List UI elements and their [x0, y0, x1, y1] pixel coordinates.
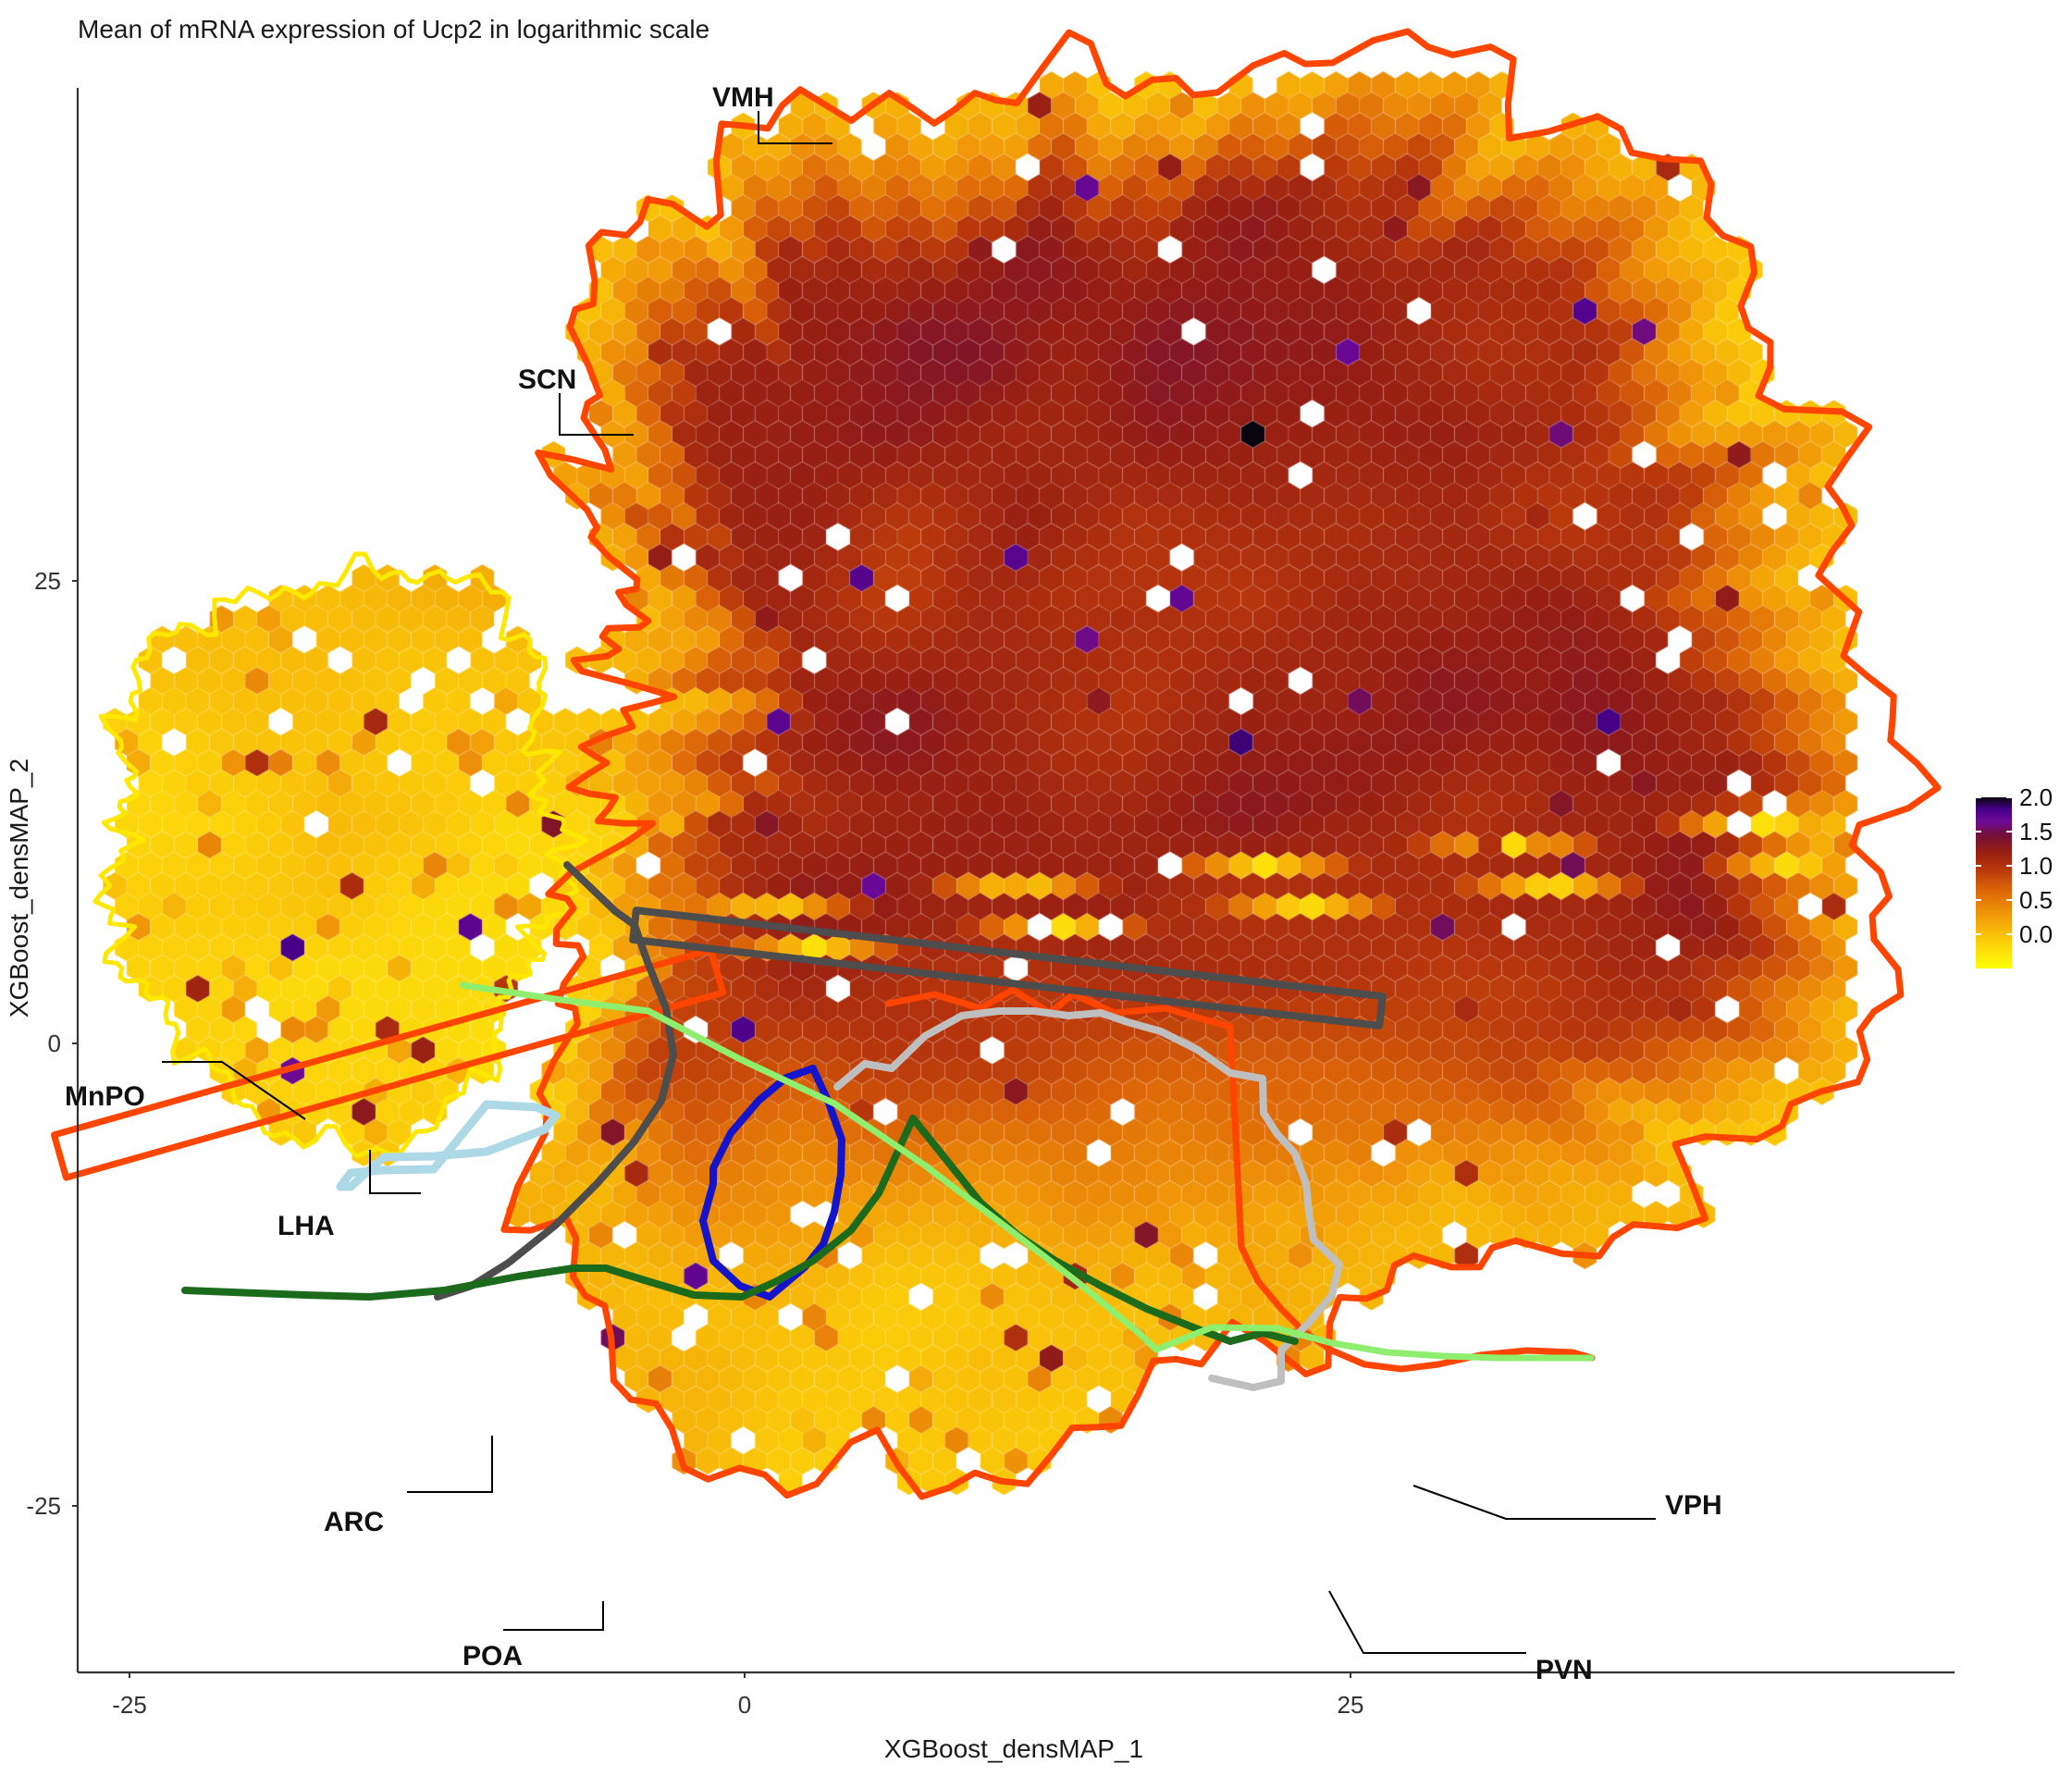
svg-text:VPH: VPH: [1665, 1490, 1722, 1521]
svg-text:1.0: 1.0: [2019, 852, 2053, 880]
svg-text:POA: POA: [462, 1641, 523, 1671]
svg-text:2.0: 2.0: [2019, 783, 2053, 811]
svg-text:PVN: PVN: [1536, 1655, 1593, 1685]
svg-text:-25: -25: [26, 1492, 61, 1520]
svg-text:XGBoost_densMAP_1: XGBoost_densMAP_1: [884, 1734, 1143, 1763]
svg-text:25: 25: [1338, 1691, 1364, 1719]
svg-text:0.0: 0.0: [2019, 920, 2053, 948]
svg-text:25: 25: [34, 567, 61, 595]
svg-text:ARC: ARC: [324, 1507, 384, 1537]
svg-text:XGBoost_densMAP_2: XGBoost_densMAP_2: [5, 758, 33, 1018]
svg-text:1.5: 1.5: [2019, 818, 2053, 845]
svg-text:MnPO: MnPO: [65, 1081, 145, 1112]
svg-text:-25: -25: [112, 1691, 147, 1719]
svg-text:LHA: LHA: [278, 1211, 335, 1241]
svg-text:0: 0: [48, 1030, 61, 1057]
svg-text:0: 0: [738, 1691, 751, 1719]
svg-text:0.5: 0.5: [2019, 886, 2053, 914]
svg-text:SCN: SCN: [518, 364, 576, 395]
svg-text:VMH: VMH: [712, 82, 774, 113]
